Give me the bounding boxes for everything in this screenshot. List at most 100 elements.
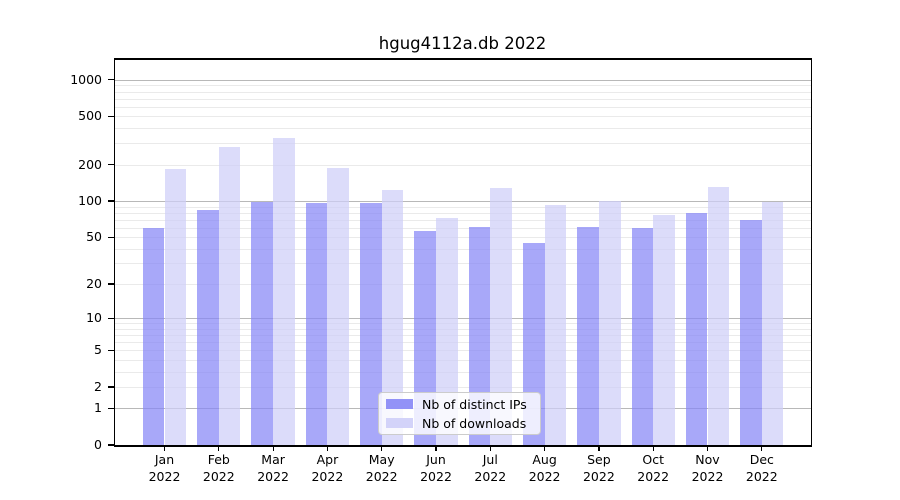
x-tick-label: Aug 2022 [528, 452, 561, 484]
y-tick-label: 100 [78, 193, 102, 208]
bar-downloads-mar [273, 138, 295, 445]
gridline-minor [115, 128, 811, 130]
x-axis-spine [113, 445, 812, 447]
y-tick-label: 0 [94, 437, 102, 452]
bar-downloads-oct [653, 215, 675, 445]
gridline-minor [115, 323, 811, 325]
legend-swatch-distinct-ips [386, 399, 413, 409]
gridline-minor [115, 248, 811, 250]
x-tick [544, 445, 546, 451]
y-axis-spine [113, 58, 115, 447]
bar-distinct-ips-jan [142, 227, 165, 445]
gridline-minor [115, 386, 811, 388]
x-tick [435, 445, 437, 451]
y-tick [108, 283, 115, 285]
legend-swatch-downloads [386, 418, 413, 428]
gridline-minor [115, 227, 811, 229]
x-tick [761, 445, 763, 451]
x-tick [489, 445, 491, 451]
gridline-major [115, 318, 811, 320]
y-tick-label: 50 [86, 229, 102, 245]
right-spine [810, 58, 812, 447]
gridline-minor [115, 116, 811, 118]
gridline-minor [115, 284, 811, 285]
gridline-minor [115, 342, 811, 344]
x-tick [381, 445, 383, 451]
bar-downloads-may [381, 189, 404, 445]
bar-downloads-nov [707, 187, 730, 445]
bar-downloads-sep [598, 201, 621, 445]
x-tick-label: Apr 2022 [311, 452, 344, 484]
bar-downloads-jan [164, 169, 187, 445]
y-tick [108, 236, 115, 238]
gridline-minor [115, 143, 811, 145]
y-tick-label: 1 [94, 400, 102, 416]
x-tick-label: May 2022 [365, 452, 398, 484]
y-tick-label: 2 [94, 378, 102, 394]
legend-item-downloads: Nb of downloads [386, 416, 533, 431]
top-spine [113, 58, 812, 60]
bar-distinct-ips-nov [685, 212, 708, 445]
gridline-minor [115, 106, 811, 108]
x-tick-label: Nov 2022 [691, 452, 724, 484]
gridline-minor [115, 212, 811, 214]
bar-distinct-ips-jul [468, 226, 491, 445]
x-tick-label: Mar 2022 [257, 452, 289, 484]
y-tick [108, 349, 115, 351]
y-tick-label: 20 [86, 276, 102, 291]
bar-distinct-ips-apr [305, 203, 328, 445]
bar-distinct-ips-dec [740, 219, 762, 445]
legend: Nb of distinct IPs Nb of downloads [378, 392, 541, 435]
bar-downloads-jun [436, 218, 458, 445]
x-tick-label: Jun 2022 [420, 452, 452, 484]
y-tick [108, 79, 115, 81]
y-tick-label: 5 [94, 342, 102, 358]
gridline-minor [115, 164, 811, 166]
x-tick [652, 445, 654, 451]
bar-distinct-ips-feb [197, 210, 219, 445]
y-tick [108, 115, 115, 117]
legend-item-distinct-ips: Nb of distinct IPs [386, 397, 533, 412]
gridline-minor [115, 91, 811, 93]
x-tick [272, 445, 274, 451]
gridline-major [115, 200, 811, 203]
bar-downloads-jul [490, 188, 512, 445]
gridline-minor [115, 328, 811, 330]
bar-downloads-feb [218, 146, 241, 445]
gridline-minor [115, 263, 811, 265]
legend-label-distinct-ips: Nb of distinct IPs [422, 396, 527, 412]
gridline-minor [115, 237, 811, 239]
bar-downloads-dec [761, 202, 784, 445]
y-tick [108, 200, 115, 202]
y-tick [108, 386, 115, 388]
bar-downloads-apr [327, 168, 350, 445]
bar-downloads-aug [544, 205, 567, 445]
gridline-minor [115, 371, 811, 373]
y-tick [108, 407, 115, 409]
x-tick [706, 445, 709, 451]
bar-distinct-ips-may [360, 202, 382, 445]
legend-label-downloads: Nb of downloads [422, 415, 527, 431]
x-tick-label: Jul 2022 [474, 452, 507, 484]
gridline-minor [115, 350, 811, 352]
x-tick [218, 445, 220, 451]
bar-distinct-ips-sep [577, 226, 599, 445]
gridline-minor [115, 219, 811, 221]
x-tick-label: Jan 2022 [148, 452, 181, 484]
y-tick [108, 317, 115, 319]
bar-distinct-ips-mar [251, 201, 274, 445]
x-tick [163, 445, 166, 451]
bar-distinct-ips-oct [631, 227, 654, 445]
y-tick-label: 10 [86, 310, 102, 326]
x-tick [598, 445, 600, 451]
x-tick-label: Oct 2022 [637, 452, 670, 484]
y-tick-label: 200 [78, 156, 102, 172]
gridline-major [115, 79, 811, 81]
chart-title: hgug4112a.db 2022 [378, 34, 547, 53]
y-tick [108, 164, 115, 166]
y-tick-label: 1000 [70, 71, 102, 87]
gridline-minor [115, 85, 811, 87]
y-tick-label: 500 [78, 108, 102, 124]
gridline-minor [115, 359, 811, 361]
